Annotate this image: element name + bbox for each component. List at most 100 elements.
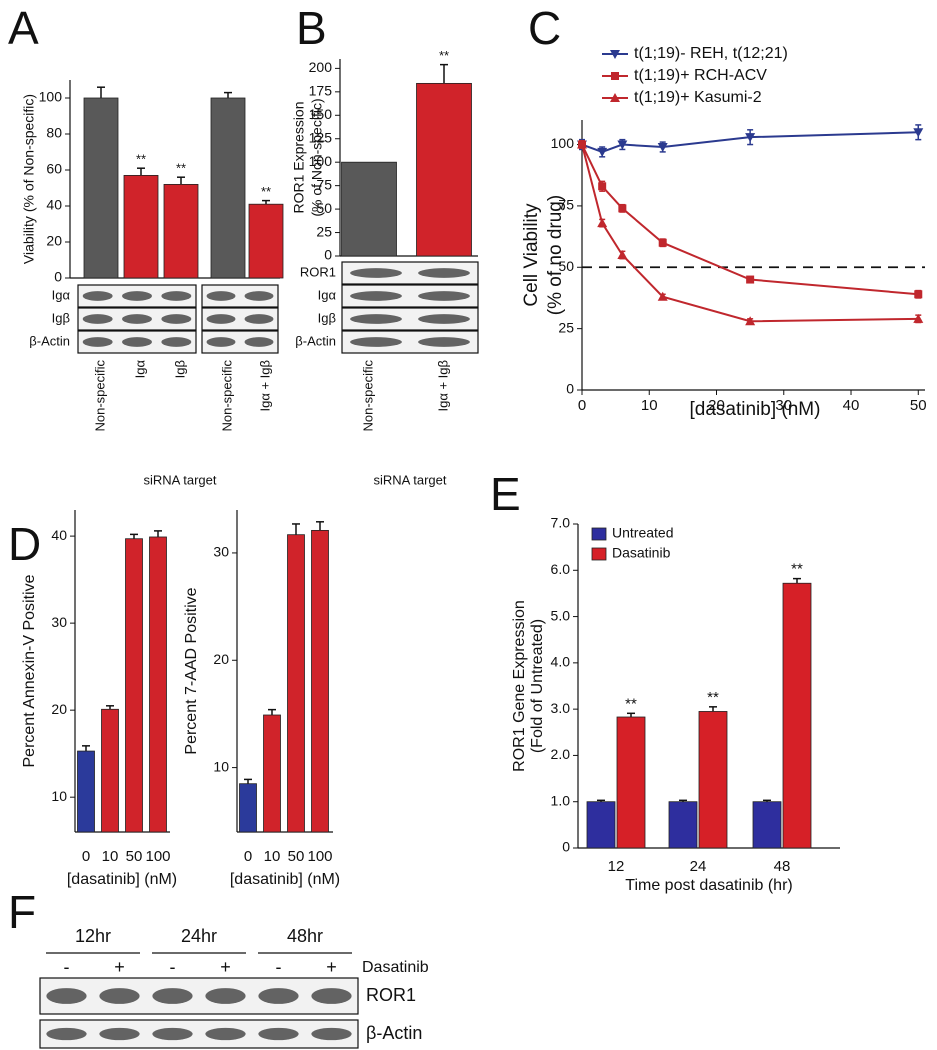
significance: **: [791, 561, 803, 578]
y-tick-label: 0: [324, 247, 332, 263]
x-tick-label: 50: [126, 848, 143, 865]
bar: [416, 82, 472, 257]
panel-label: F: [8, 886, 36, 938]
bar: [311, 529, 329, 833]
x-axis-title: [dasatinib] (nM): [67, 871, 177, 888]
significance: **: [707, 689, 719, 706]
y-tick-label: 100: [39, 89, 63, 105]
y-tick-label: 2.0: [551, 746, 571, 762]
x-axis-title: [dasatinib] (nM): [230, 871, 340, 888]
y-tick-label: 75: [316, 176, 332, 192]
y-tick-label: 75: [558, 197, 574, 213]
series-line: [581, 144, 919, 296]
blot-strip: [341, 261, 479, 285]
blot-row-label: ROR1: [366, 985, 416, 1005]
x-axis-title: siRNA target: [144, 472, 217, 487]
blot-band: [205, 988, 246, 1004]
significance: **: [176, 161, 186, 176]
blot-row-label: β-Actin: [366, 1023, 422, 1043]
blot-strip: [201, 330, 279, 354]
y-tick-label: 20: [46, 233, 62, 249]
x-tick-label: 50: [910, 397, 927, 414]
bar: [77, 750, 95, 833]
y-tick-label: 30: [51, 614, 67, 630]
y-axis-title: (% of no drug): [545, 195, 566, 315]
x-tick-label: 20: [708, 397, 725, 414]
y-tick-label: 150: [309, 106, 333, 122]
bar: [101, 708, 119, 833]
x-tick-label: 0: [82, 848, 90, 865]
blot-strip: [341, 307, 479, 331]
x-tick-label: Igβ: [172, 360, 187, 378]
y-tick-label: 80: [46, 125, 62, 141]
marker: [598, 182, 607, 191]
x-tick-label: 0: [578, 397, 586, 414]
y-axis-title: Percent Annexin-V Positive: [21, 574, 38, 767]
y-tick-label: 60: [46, 161, 62, 177]
bar: [668, 801, 698, 849]
x-tick-label: 0: [244, 848, 252, 865]
marker: [745, 316, 756, 326]
blot-band: [46, 988, 87, 1004]
blot-row-label: Igβ: [52, 310, 70, 325]
time-label: 12hr: [75, 926, 111, 946]
marker: [914, 290, 923, 299]
bar: [123, 174, 159, 279]
y-tick-label: 0: [562, 839, 570, 855]
y-tick-label: 3.0: [551, 700, 571, 716]
blot-band: [161, 291, 192, 301]
blot-band: [122, 337, 152, 347]
y-tick-label: 7.0: [551, 515, 571, 531]
y-tick-label: 40: [51, 527, 67, 543]
bar: [586, 801, 616, 849]
blot-band: [122, 291, 152, 301]
blot-row-label: β-Actin: [29, 333, 70, 348]
x-axis-title: siRNA target: [374, 472, 447, 487]
marker: [745, 133, 756, 143]
x-tick-label: Igα + Igβ: [257, 360, 272, 412]
blot-band: [82, 291, 113, 301]
legend-marker: [610, 93, 620, 102]
y-axis-title: (% of Non-specific): [309, 98, 325, 216]
blot-band: [122, 314, 152, 324]
y-tick-label: 6.0: [551, 561, 571, 577]
blot-strip: [201, 307, 279, 331]
y-tick-label: 125: [309, 129, 333, 145]
y-axis-title: Percent 7-AAD Positive: [183, 587, 200, 754]
blot-band: [206, 337, 236, 347]
significance: **: [261, 184, 271, 199]
blot-band: [244, 291, 274, 301]
y-axis-title: Viability (% of Non-specific): [21, 94, 37, 264]
legend-label: t(1;19)+ RCH-ACV: [634, 67, 767, 84]
blot-band: [82, 314, 113, 324]
blot-band: [99, 1027, 140, 1041]
y-tick-label: 1.0: [551, 792, 571, 808]
legend-label: t(1;19)- REH, t(12;21): [634, 45, 788, 62]
x-tick-label: Non-specific: [92, 360, 107, 432]
x-tick-label: 48: [774, 858, 791, 875]
y-tick-label: 50: [316, 200, 332, 216]
time-label: 24hr: [181, 926, 217, 946]
blot-band: [161, 314, 192, 324]
blot-strip: [201, 284, 279, 308]
blot-strip: [39, 977, 359, 1015]
blot-band: [418, 291, 470, 301]
x-tick-label: 10: [102, 848, 119, 865]
marker: [913, 313, 924, 323]
x-tick-label: 10: [641, 397, 658, 414]
y-tick-label: 0: [54, 269, 62, 285]
y-tick-label: 40: [46, 197, 62, 213]
blot-row-label: ROR1: [300, 264, 336, 279]
x-tick-label: Igα + Igβ: [435, 360, 450, 412]
blot-band: [205, 1027, 246, 1041]
blot-band: [258, 1027, 299, 1041]
series-line: [581, 144, 919, 323]
x-axis-title: [dasatinib] (nM): [690, 399, 821, 420]
legend-marker: [610, 50, 620, 59]
bar: [163, 183, 199, 279]
bar: [83, 97, 119, 279]
legend-marker: [611, 72, 619, 80]
y-axis-title: ROR1 Expression: [291, 101, 307, 213]
x-tick-label: 24: [690, 858, 707, 875]
significance: **: [625, 695, 637, 712]
